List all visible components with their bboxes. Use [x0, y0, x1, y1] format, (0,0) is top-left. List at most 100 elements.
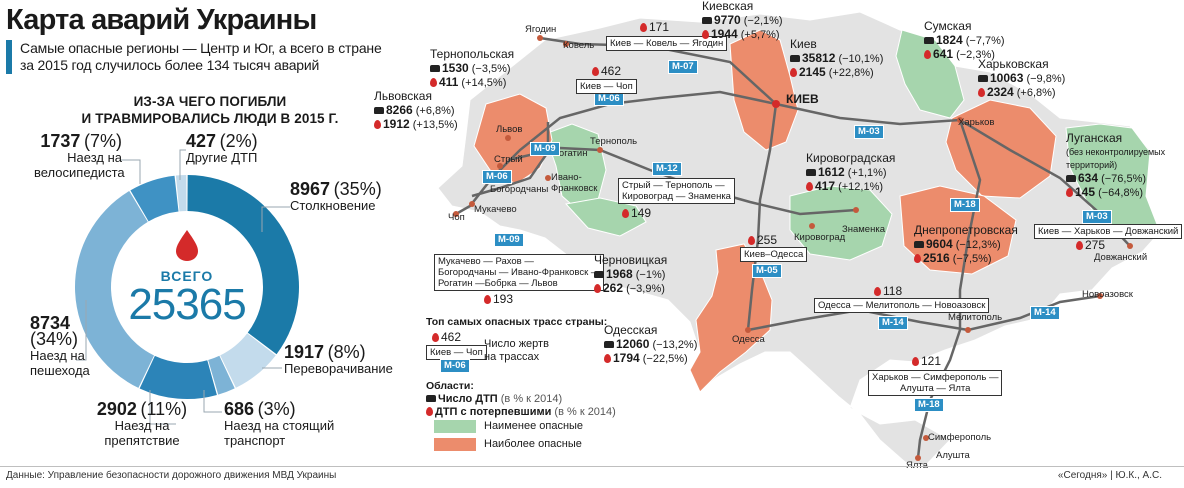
hwy-shield-m12: М-12 [652, 162, 682, 176]
region-name: Одесская [604, 323, 658, 337]
car-icon [790, 55, 800, 62]
car-icon [806, 169, 816, 176]
leader-line-other [179, 149, 186, 180]
label-rollover-text: Переворачивание [284, 361, 393, 376]
car-icon [594, 271, 604, 278]
route-victims-kyiv-kovel: 171 [640, 20, 669, 34]
label-cyclist-percent: (7%) [83, 131, 122, 151]
route-box-kyiv-chop: Киев — Чоп [576, 79, 637, 94]
region-stats-sumy: Сумская 1824 (−7,7%) 641 (−2,3%) [924, 19, 1005, 61]
city-dot-lviv [505, 135, 511, 141]
city-label-yagodin: Ягодин [525, 24, 557, 35]
label-obstacle: 2902 (11%) Наезд на препятствие [96, 399, 188, 448]
route-box-kyiv-kovel: Киев — Ковель — Ягодин [606, 36, 728, 51]
hwy-shield-m18: М-18 [950, 198, 980, 212]
city-dot-ternopil [597, 147, 603, 153]
city-dot-znamenka [853, 207, 859, 213]
route-box-kharkiv-yalta-line-1: Харьков — Симферополь — [872, 372, 999, 383]
footer-credit: «Сегодня» | Ю.К., А.С. [1057, 470, 1162, 481]
region-lviv [473, 93, 553, 185]
leader-line-pedestrian [76, 300, 87, 361]
region-stats-kyiv: Киев 35812 (−10,1%) 2145 (+22,8%) [790, 37, 884, 79]
label-pedestrian-text-2: пешехода [30, 363, 90, 378]
region-stats-ternopil: Тернопольская 1530 (−3,5%) 411 (+14,5%) [430, 47, 515, 89]
footer-divider [0, 466, 1184, 467]
label-pedestrian-percent: (34%) [30, 329, 79, 349]
car-icon [604, 341, 614, 348]
donut-slice-3 [139, 355, 217, 399]
donut-slices [75, 175, 300, 399]
city-label-ternopil: Тернополь [590, 136, 638, 147]
region-stats-odesa: Одесская 12060 (−13,2%) 1794 (−22,5%) [604, 323, 698, 365]
drop-icon [874, 287, 881, 296]
region-sumy [895, 29, 965, 119]
label-other-text: Другие ДТП [186, 150, 258, 165]
footer-source: Данные: Управление безопасности дорожног… [6, 470, 337, 481]
label-pedestrian-text-1: Наезд на [30, 348, 85, 363]
total-value: 25365 [128, 280, 246, 329]
city-label-alushta: Алушта [936, 450, 970, 461]
drop-icon [914, 254, 921, 263]
chart-title-line-1: ИЗ-ЗА ЧЕГО ПОГИБЛИ [133, 94, 287, 109]
label-cyclist: 1737 (7%) Наезд на велосипедиста [34, 131, 125, 180]
car-icon [374, 107, 384, 114]
region-kharkiv [945, 99, 1057, 199]
route-box-stryi-znamenka: Стрый — Тернополь — Кировоград — Знаменка [618, 178, 735, 204]
route-victims-kharkiv-yalta: 121 [912, 354, 941, 368]
leader-line-cyclist [120, 159, 141, 184]
label-cyclist-text-1: Наезд на [67, 150, 122, 165]
city-dot-ivano [545, 175, 551, 181]
region-stats-kirovohrad: Кировоградская 1612 (+1,1%) 417 (+12,1%) [806, 151, 896, 193]
leader-line-collision [261, 206, 290, 232]
car-icon [702, 17, 712, 24]
hwy-shield-m06: М-06 [594, 92, 624, 106]
city-dot-kovel [563, 41, 569, 47]
title-accent-bar [6, 40, 12, 74]
route-box-mukachevo-lviv-line-1: Мукачево — Рахов — [438, 256, 534, 267]
drop-icon [426, 407, 433, 416]
route-box-stryi-znamenka-line-1: Стрый — Тернополь — [622, 180, 725, 191]
city-dot-dovzh [1127, 243, 1133, 249]
label-obstacle-text-2: препятствие [104, 433, 180, 448]
label-collision: 8967 (35%) Столкновение [290, 180, 382, 213]
donut-slice-0 [187, 175, 300, 355]
drop-icon [1076, 241, 1083, 250]
label-cyclist-text-2: велосипедиста [34, 165, 125, 180]
hwy-shield-m09: М-09 [530, 142, 560, 156]
drop-icon [748, 236, 755, 245]
legend-routes-desc-1: Число жертв [484, 338, 549, 350]
donut-slice-5 [130, 175, 179, 222]
label-parked: 686 (3%) Наезд на стоящий транспорт [224, 399, 334, 448]
legend-victims: ДТП с потерпевшими (в % к 2014) [426, 406, 616, 418]
region-stats-lviv: Львовская 8266 (+6,8%) 1912 (+13,5%) [374, 89, 458, 131]
label-obstacle-value: 2902 [96, 399, 137, 419]
label-parked-value: 686 [224, 399, 255, 419]
legend-routes-title: Топ самых опасных трасс страны: [426, 316, 608, 328]
route-box-kharkiv-yalta-line-2: Алушта — Ялта [899, 383, 971, 394]
region-name: Черновицкая [594, 253, 668, 267]
city-label-chop: Чоп [448, 212, 465, 223]
drop-icon [622, 209, 629, 218]
label-rollover-value: 1917 [284, 342, 325, 362]
region-stats-dnipro: Днепропетровская 9604 (−12,3%) 2516 (−7,… [914, 223, 1018, 265]
label-other-value: 427 [186, 131, 217, 151]
label-cyclist-value: 1737 [40, 131, 81, 151]
drop-icon [430, 78, 437, 87]
car-icon [914, 241, 924, 248]
page-title: Карта аварий Украины [6, 4, 317, 36]
drop-icon [432, 333, 439, 342]
region-name: Луганская [1066, 131, 1123, 145]
city-dot-stryi [497, 163, 503, 169]
road-kyiv-odesa [746, 103, 778, 331]
city-label-ivano: Ивано- Франковск [551, 172, 597, 194]
drop-icon [374, 120, 381, 129]
city-dot-simferopol [923, 435, 929, 441]
legend-areas-title: Области: [426, 380, 474, 392]
region-note-2: территорий) [1066, 160, 1118, 170]
drop-icon [702, 30, 709, 39]
region-chernivtsi [565, 197, 647, 237]
city-dot-yagodin [537, 35, 543, 41]
city-dot-kirovohrad [809, 223, 815, 229]
city-label-kharkiv: Харьков [958, 117, 995, 128]
drop-icon [594, 284, 601, 293]
